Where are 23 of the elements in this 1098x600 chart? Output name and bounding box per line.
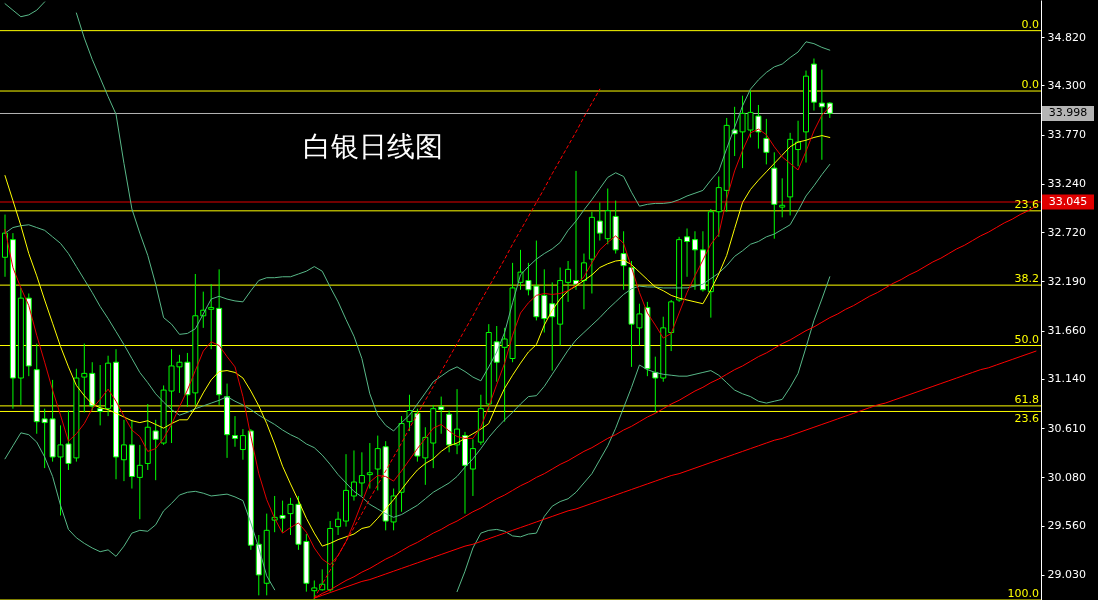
text: 白银日线图 bbox=[303, 130, 443, 163]
y-tick-label: 30.610 bbox=[1047, 421, 1086, 435]
annotation: 38.2 bbox=[1014, 272, 1039, 286]
ref-line-label: 33.045 bbox=[1048, 195, 1088, 209]
y-tick-label: 34.300 bbox=[1047, 78, 1086, 92]
annotation: 0.0 bbox=[1021, 17, 1039, 31]
annotation: 50.0 bbox=[1014, 332, 1039, 346]
annotation: 23.6 bbox=[1014, 412, 1039, 426]
y-tick-label: 31.660 bbox=[1047, 324, 1086, 338]
y-tick-label: 32.190 bbox=[1047, 274, 1086, 288]
ref-line-label: 33.998 bbox=[1048, 106, 1088, 120]
y-tick-label: 34.820 bbox=[1047, 30, 1086, 44]
y-tick-label: 29.030 bbox=[1047, 568, 1086, 582]
annotation: 61.8 bbox=[1014, 392, 1039, 406]
y-tick-label: 33.770 bbox=[1047, 128, 1086, 142]
annotation: 0.0 bbox=[1021, 78, 1039, 92]
y-tick-label: 33.240 bbox=[1047, 177, 1086, 191]
annotation: 23.6 bbox=[1014, 197, 1039, 211]
y-tick-label: 31.140 bbox=[1047, 372, 1086, 386]
y-tick-label: 32.720 bbox=[1047, 225, 1086, 239]
y-tick-label: 29.560 bbox=[1047, 519, 1086, 533]
annotation: 100.0 bbox=[1007, 587, 1039, 600]
y-tick-label: 30.080 bbox=[1047, 470, 1086, 484]
